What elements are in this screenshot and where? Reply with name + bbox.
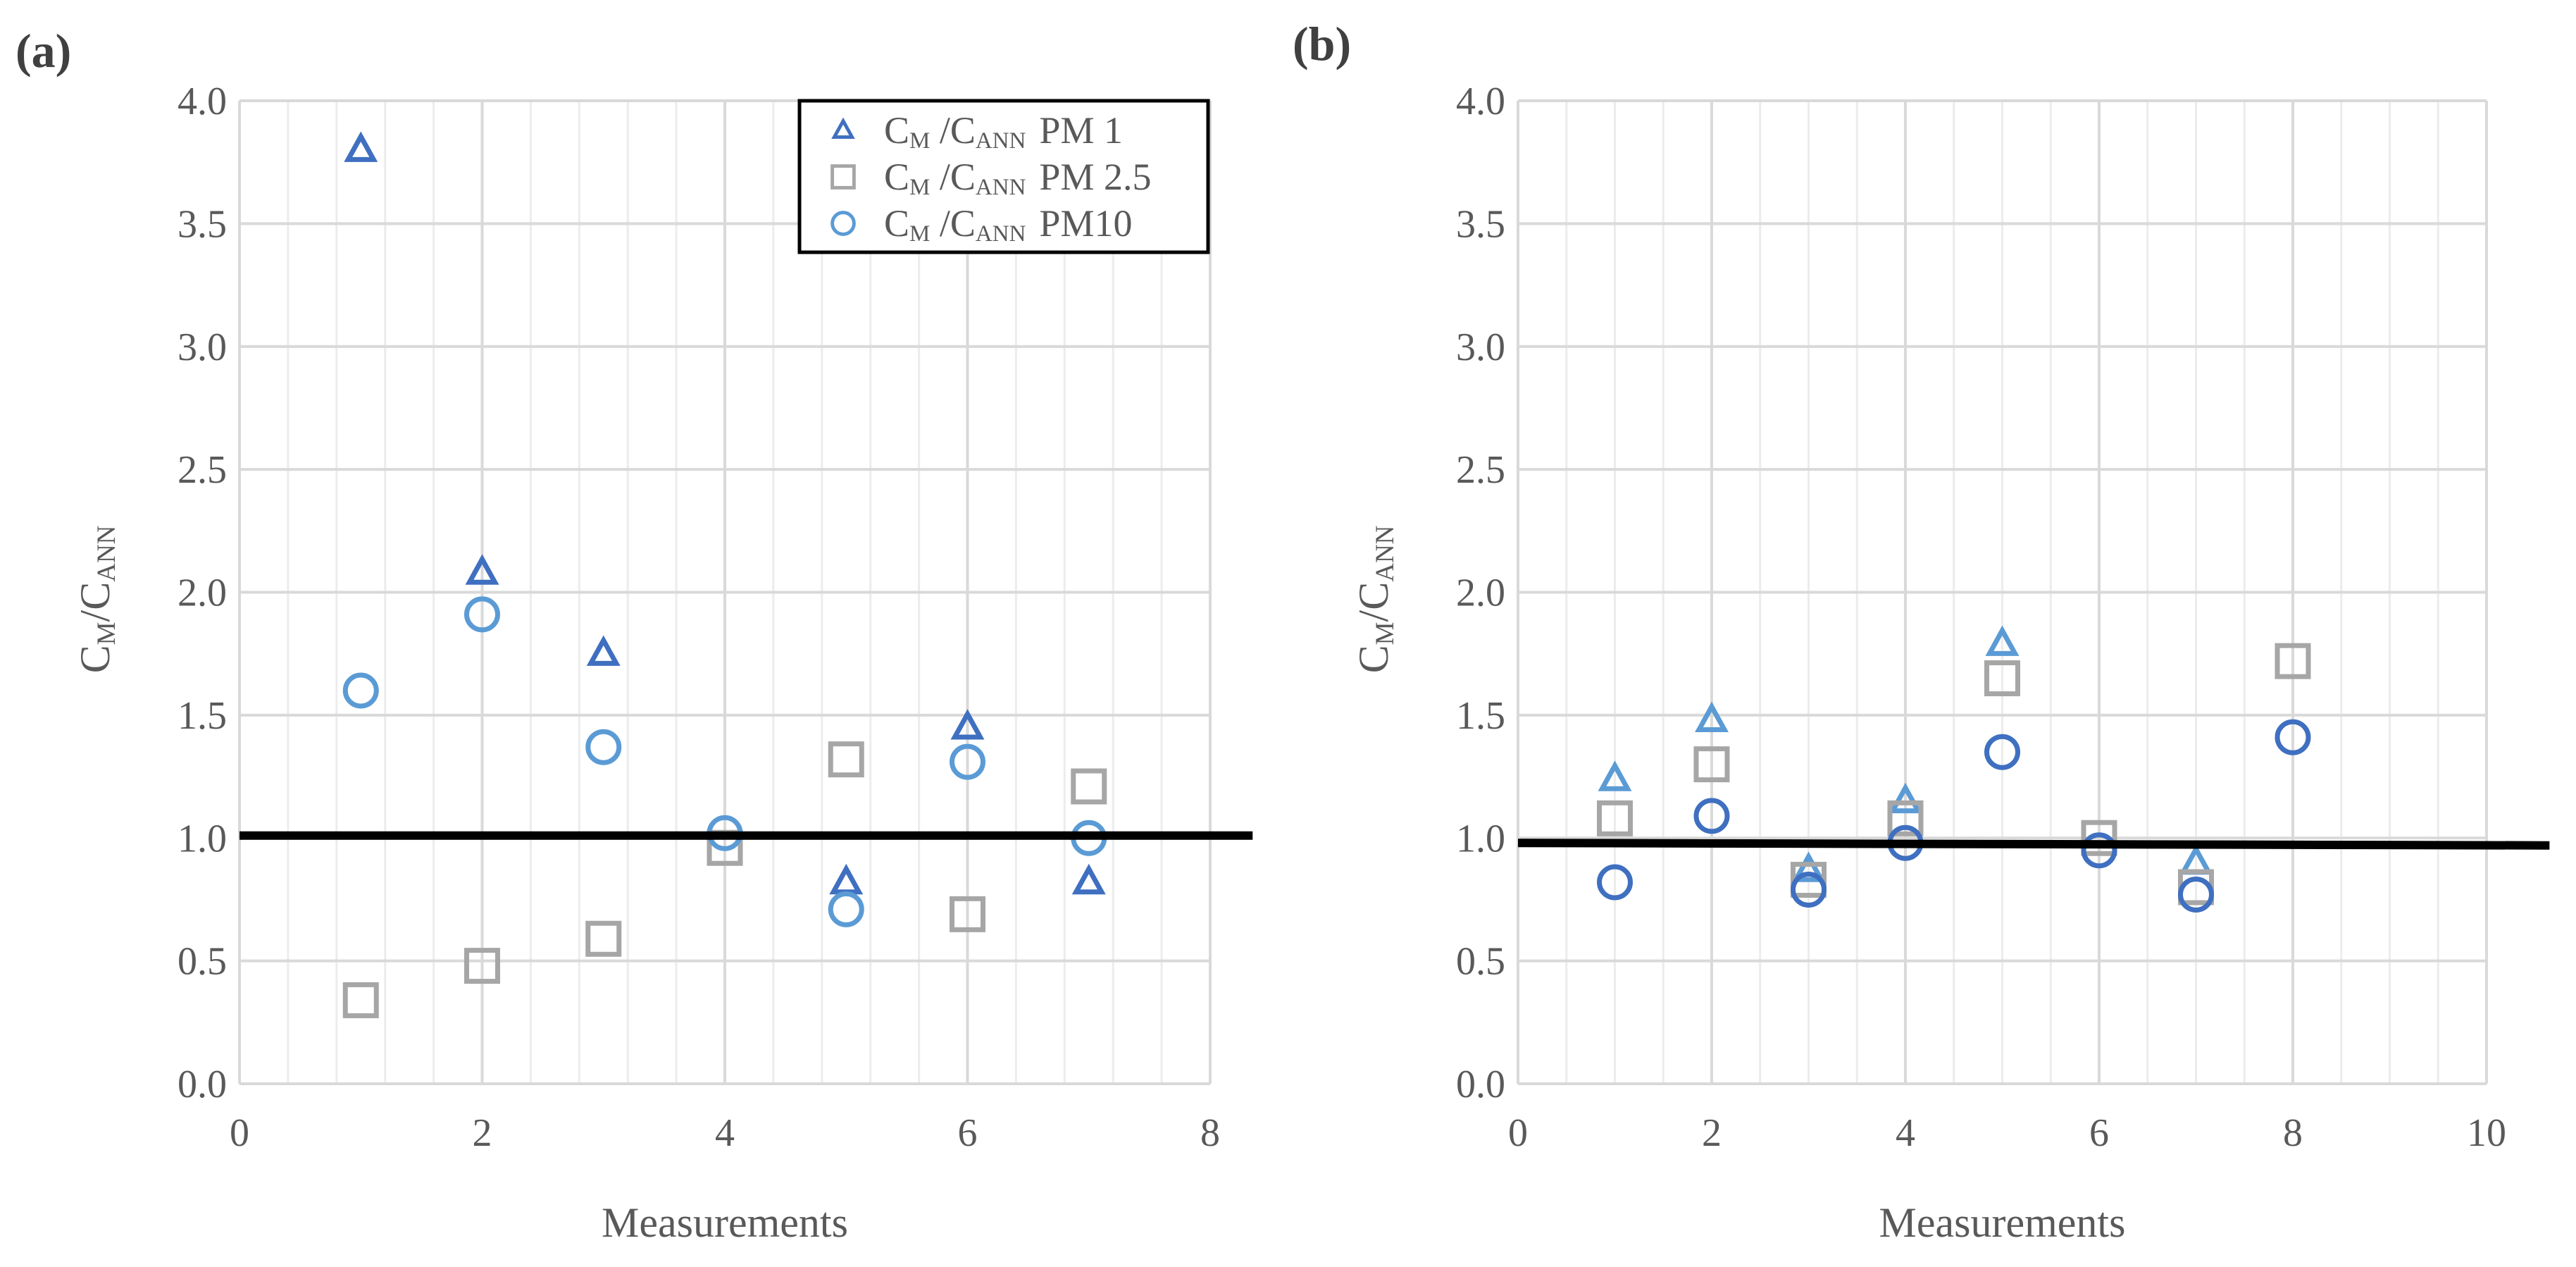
y-tick-label: 2.5 — [1456, 448, 1505, 492]
data-point — [2178, 876, 2214, 913]
y-tick-label: 4.0 — [178, 80, 227, 123]
y-tick-label: 1.0 — [1456, 817, 1505, 860]
data-point — [828, 741, 864, 778]
data-point — [1695, 701, 1729, 733]
data-point — [829, 863, 864, 895]
data-point — [828, 891, 864, 927]
y-tick-label: 3.0 — [1456, 326, 1505, 369]
legend-label: CM /CANN PM 1 — [884, 109, 1123, 154]
legend-marker — [831, 117, 855, 140]
y-tick-label: 2.0 — [1456, 571, 1505, 615]
data-point — [2275, 643, 2311, 679]
data-point — [342, 672, 379, 709]
panel-label: (a) — [15, 24, 71, 78]
x-tick-label: 0 — [230, 1111, 249, 1155]
reference-line — [1517, 839, 2550, 850]
data-point — [1984, 660, 2020, 697]
data-point — [344, 131, 378, 162]
x-axis-label: Measurements — [602, 1199, 848, 1246]
data-point — [342, 982, 379, 1018]
data-point — [464, 596, 500, 633]
legend-label: CM /CANN PM10 — [884, 202, 1132, 247]
data-point — [1597, 864, 1633, 901]
data-point — [1887, 800, 1924, 836]
data-point — [1791, 862, 1827, 898]
x-tick-label: 8 — [1200, 1111, 1220, 1155]
y-axis-label: CM/CANN — [72, 526, 121, 674]
x-tick-label: 4 — [1896, 1111, 1915, 1155]
data-point — [465, 554, 499, 585]
data-point — [586, 635, 621, 666]
data-point — [1791, 871, 1827, 908]
x-tick-label: 10 — [2467, 1111, 2506, 1155]
legend-entry: CM /CANN PM10 — [830, 202, 1132, 247]
y-tick-label: 0.5 — [1456, 940, 1505, 984]
y-axis-label: CM/CANN — [1350, 526, 1400, 674]
x-tick-label: 2 — [473, 1111, 492, 1155]
legend-entry: CM /CANN PM 2.5 — [830, 156, 1151, 200]
data-point — [1791, 851, 1826, 882]
data-point — [1984, 734, 2020, 770]
data-point — [1889, 782, 1922, 814]
data-point — [1071, 863, 1106, 895]
data-point — [2081, 832, 2117, 869]
y-tick-label: 2.0 — [178, 571, 227, 615]
y-tick-label: 1.5 — [1456, 694, 1505, 738]
data-point — [950, 743, 985, 780]
x-tick-label: 6 — [958, 1111, 978, 1155]
data-point — [464, 948, 500, 984]
y-tick-label: 1.5 — [178, 694, 227, 738]
data-point — [1597, 800, 1633, 836]
y-tick-label: 1.0 — [178, 817, 227, 860]
y-tick-label: 0.0 — [178, 1063, 227, 1106]
y-tick-label: 2.5 — [178, 448, 227, 492]
data-point — [2275, 719, 2311, 755]
data-point — [1985, 625, 2020, 656]
y-tick-label: 0.5 — [178, 940, 227, 984]
x-tick-label: 0 — [1508, 1111, 1528, 1155]
data-point — [2081, 820, 2117, 856]
series-triangle — [1598, 625, 2213, 882]
data-point — [1693, 746, 1730, 783]
data-point — [1693, 798, 1730, 834]
y-tick-label: 3.0 — [178, 326, 227, 369]
data-point — [1598, 760, 1632, 791]
chart-panel-b: 0.0 0.5 1.0 1.5 2.0 2.5 3.0 3.5 4.0 0 2 4 6 8 10 Measur… — [1293, 17, 2550, 1246]
data-point — [1071, 768, 1107, 805]
y-tick-label: 0.0 — [1456, 1063, 1505, 1106]
data-point — [950, 709, 985, 740]
x-tick-label: 4 — [715, 1111, 735, 1155]
grid — [1517, 99, 2488, 1085]
legend: CM /CANN PM 1CM /CANN PM 2.5CM /CANN PM10 — [797, 99, 1210, 254]
x-tick-label: 8 — [2283, 1111, 2303, 1155]
y-tick-label: 3.5 — [1456, 202, 1505, 246]
data-point — [585, 920, 622, 957]
legend-entry: CM /CANN PM 1 — [831, 109, 1123, 154]
legend-box — [797, 99, 1210, 254]
legend-label: CM /CANN PM 2.5 — [884, 156, 1151, 200]
x-tick-label: 6 — [2089, 1111, 2109, 1155]
panel-label: (b) — [1293, 17, 1351, 70]
legend-marker — [830, 211, 856, 236]
y-tick-label: 4.0 — [1456, 80, 1505, 123]
y-tick-label: 3.5 — [178, 202, 227, 246]
chart-panel-a: 0.0 0.5 1.0 1.5 2.0 2.5 3.0 3.5 4.0 0 2 4 6 8 Measurem… — [15, 24, 1253, 1246]
data-point — [950, 896, 985, 932]
x-tick-label: 2 — [1702, 1111, 1722, 1155]
x-axis-label: Measurements — [1879, 1199, 2126, 1246]
data-point — [585, 729, 622, 765]
legend-marker — [830, 164, 856, 190]
